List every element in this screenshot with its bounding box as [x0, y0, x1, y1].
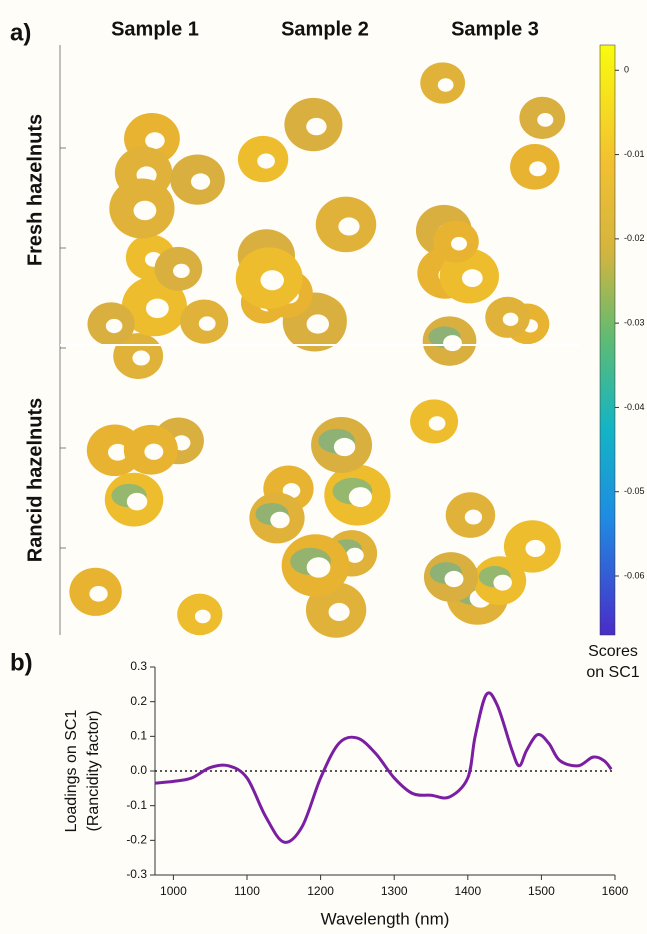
nut-hole	[429, 416, 446, 430]
nut-hole	[127, 493, 147, 511]
nut-hole	[306, 118, 326, 135]
nut-hole	[462, 269, 483, 287]
column-header: Sample 3	[451, 18, 539, 40]
nut-hole	[191, 173, 210, 189]
x-tick-label: 1300	[381, 884, 408, 898]
loading-line	[155, 693, 611, 842]
y-tick-label: 0.2	[130, 694, 147, 708]
column-header: Sample 1	[111, 18, 199, 40]
x-tick-label: 1600	[602, 884, 629, 898]
column-header: Sample 2	[281, 18, 369, 40]
score-map-image	[69, 62, 565, 637]
nut-hole	[134, 201, 157, 221]
y-tick-label: 0.3	[130, 659, 147, 673]
nut-hole	[195, 610, 211, 624]
nut-hole	[132, 351, 149, 366]
nut-hole	[270, 512, 289, 529]
nut-hole	[146, 299, 169, 319]
x-tick-label: 1500	[528, 884, 555, 898]
y-tick-label: 0.0	[130, 763, 147, 777]
colorbar-tick-label: 0	[624, 65, 629, 75]
colorbar	[600, 45, 615, 635]
page: a) b) Sample 1 Sample 2 Sample 3 Fresh haze…	[0, 0, 647, 934]
x-tick-label: 1200	[307, 884, 334, 898]
row-label: Rancid hazelnuts	[24, 398, 46, 562]
colorbar-tick-label: -0.02	[624, 233, 645, 243]
x-tick-label: 1400	[454, 884, 481, 898]
nut-hole	[89, 586, 107, 602]
panel-label: a)	[10, 19, 31, 46]
nut-hole	[144, 444, 163, 460]
x-tick-label: 1000	[160, 884, 187, 898]
nut-hole	[503, 313, 519, 326]
y-tick-label: -0.3	[126, 867, 147, 881]
nut-hole	[529, 161, 546, 176]
row-label: Fresh hazelnuts	[24, 114, 46, 266]
nut-hole	[537, 113, 553, 127]
y-tick-label: -0.1	[126, 798, 147, 812]
figure: a) b) Sample 1 Sample 2 Sample 3 Fresh haze…	[0, 0, 647, 934]
nut-hole	[349, 487, 372, 507]
y-axis-title: Loadings on SC1	[63, 710, 80, 833]
colorbar-tick-label: -0.05	[624, 486, 645, 496]
nut-hole	[260, 270, 283, 290]
y-tick-label: -0.2	[126, 833, 147, 847]
nut-hole	[338, 217, 359, 235]
colorbar-tick-label: -0.06	[624, 570, 645, 580]
colorbar-tick-label: -0.01	[624, 149, 645, 159]
colorbar-label: Scores	[588, 643, 638, 660]
nut-hole	[443, 335, 462, 351]
nut-hole	[451, 237, 467, 251]
y-tick-label: 0.1	[130, 729, 147, 743]
colorbar-tick-label: -0.04	[624, 402, 645, 412]
colorbar-tick-label: -0.03	[624, 318, 645, 328]
nut-hole	[445, 571, 464, 587]
nut-hole	[465, 510, 482, 525]
y-axis-title: (Rancidity factor)	[85, 711, 102, 832]
nut-hole	[334, 438, 355, 456]
panel-label: b)	[10, 649, 33, 676]
nut-hole	[145, 132, 165, 149]
nut-hole	[106, 319, 123, 333]
nut-hole	[173, 264, 190, 278]
x-axis-title: Wavelength (nm)	[321, 909, 450, 928]
nut-hole	[199, 316, 216, 330]
nut-hole	[307, 314, 329, 333]
nut-hole	[257, 154, 275, 169]
nut-hole	[329, 603, 350, 621]
nut-hole	[307, 557, 331, 577]
nut-hole	[438, 78, 454, 91]
colorbar-label: on SC1	[586, 664, 639, 681]
nut-hole	[525, 540, 545, 557]
nut-hole	[493, 575, 512, 591]
x-tick-label: 1100	[234, 884, 260, 898]
